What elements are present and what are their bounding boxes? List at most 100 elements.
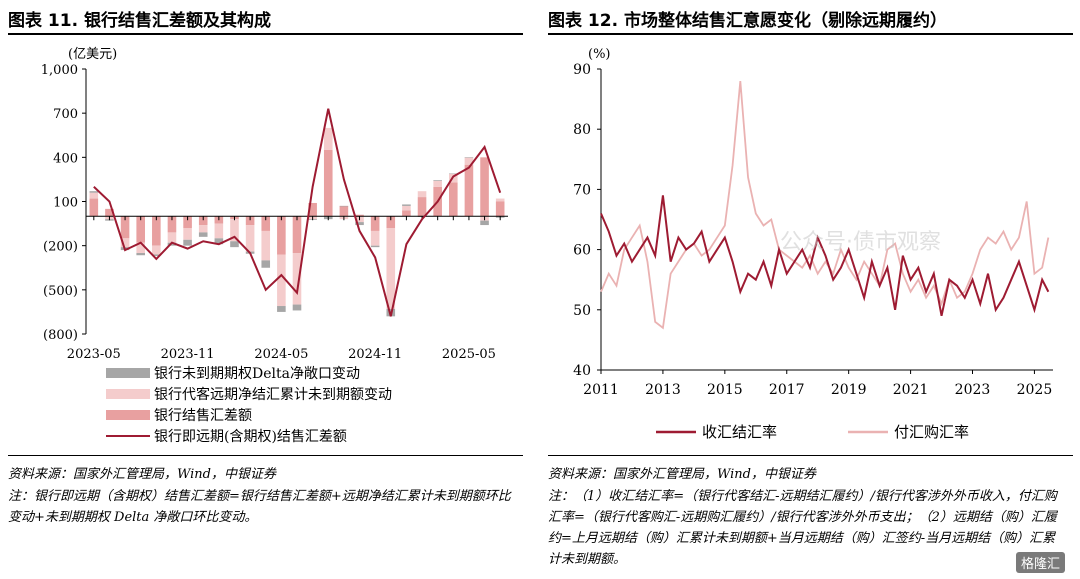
bar: [136, 242, 146, 254]
bar: [245, 216, 255, 226]
bar: [292, 253, 302, 305]
x-tick-label: 2013: [645, 382, 681, 398]
bar: [277, 306, 286, 312]
right-footer-rule: [548, 455, 1073, 456]
bar: [136, 253, 146, 256]
bar: [136, 216, 146, 243]
bar: [464, 157, 474, 165]
legend-swatch: [106, 389, 150, 399]
y-unit-label: (亿美元): [68, 47, 117, 62]
x-tick-label: 2025: [1017, 382, 1053, 398]
bar: [245, 225, 255, 252]
x-tick-label: 2021: [893, 382, 929, 398]
bar: [214, 238, 224, 245]
bar: [198, 216, 208, 226]
y-tick-label: 90: [573, 62, 591, 78]
y-unit-label: (%): [588, 47, 611, 62]
bar: [183, 228, 192, 240]
fx-willingness-chart: (%)90 80 70 60 50 40 2011 2013 2015 2017 2019 2021 2…: [573, 47, 1053, 441]
bar: [198, 232, 208, 237]
bar: [402, 204, 411, 206]
line-series: [600, 195, 1050, 317]
right-source: 资料来源：国家外汇管理局，Wind，中银证券: [548, 467, 816, 482]
left-chart-title: 图表 11. 银行结售汇差额及其构成: [8, 11, 271, 31]
x-tick-label: 2017: [769, 382, 805, 398]
bar: [292, 216, 302, 254]
bar: [355, 222, 364, 226]
bar: [323, 149, 333, 217]
y-tick-label: 50: [573, 303, 591, 319]
right-title-rule: [548, 33, 1073, 35]
bar: [277, 254, 286, 307]
bar: [386, 216, 396, 228]
right-chart-title: 图表 12. 市场整体结售汇意愿变化（剔除远期履约）: [548, 11, 947, 31]
bar: [339, 205, 349, 207]
bar: [277, 216, 286, 255]
bar: [261, 216, 271, 231]
legend-label: 银行结售汇差额: [154, 408, 252, 424]
bar: [339, 205, 349, 217]
legend-label: 付汇购汇率: [894, 423, 969, 441]
x-tick-label: 2023-05: [67, 347, 121, 362]
left-panel: 图表 11. 银行结售汇差额及其构成 (亿美元) 1,000 700 400 100 (2…: [8, 0, 523, 579]
bar: [198, 225, 208, 233]
bar: [89, 198, 99, 217]
bar: [433, 180, 442, 187]
x-tick-label: 2024-05: [254, 347, 308, 362]
bar: [261, 230, 271, 261]
bar: [152, 216, 161, 246]
x-tick-label: 2019: [831, 382, 867, 398]
right-panel: 图表 12. 市场整体结售汇意愿变化（剔除远期履约） (%) 90 80 70 60 50…: [548, 0, 1073, 579]
bar: [167, 232, 177, 243]
bar: [120, 238, 130, 248]
bar: [167, 242, 177, 246]
bar: [152, 254, 161, 256]
bar: [417, 191, 427, 198]
logo-badge: 格隆汇: [1016, 552, 1066, 573]
bar: [120, 216, 130, 239]
bar: [261, 260, 271, 268]
bar: [308, 202, 317, 217]
bar: [417, 197, 427, 217]
y-tick-label: (800): [43, 328, 78, 343]
legend-swatch: [106, 410, 150, 420]
line-series: [93, 108, 502, 317]
y-tick-label: 100: [53, 196, 78, 211]
bar: [323, 127, 333, 150]
bar: [370, 245, 380, 248]
bar: [448, 173, 458, 175]
bar: [89, 192, 99, 199]
bank-fx-balance-chart: (亿美元)1,000 700 400 100 (200) (500) (800) 2023-0…: [41, 47, 508, 445]
y-tick-label: 80: [573, 122, 591, 138]
x-tick-label: 2011: [583, 382, 619, 398]
bar: [464, 157, 474, 158]
y-tick-label: 40: [573, 363, 591, 379]
bar: [230, 219, 239, 242]
y-tick-label: (200): [43, 240, 78, 255]
y-tick-label: 70: [573, 182, 591, 198]
bar: [370, 230, 380, 246]
left-title-rule: [8, 33, 523, 35]
y-tick-label: (500): [43, 284, 78, 299]
x-tick-label: 2015: [707, 382, 743, 398]
y-tick-label: 1,000: [41, 63, 78, 78]
bar: [355, 214, 364, 217]
bar: [183, 239, 192, 246]
bar: [214, 223, 224, 239]
legend-label: 银行代客远期净结汇累计未到期额变动: [154, 386, 392, 403]
bar: [448, 182, 458, 217]
x-tick-label: 2025-05: [442, 347, 496, 362]
y-tick-label: 700: [53, 107, 78, 122]
bar: [480, 157, 489, 217]
y-tick-label: 400: [53, 151, 78, 166]
y-tick-label: 60: [573, 243, 591, 259]
bar: [152, 245, 161, 255]
left-source: 资料来源：国家外汇管理局，Wind，中银证券: [8, 467, 276, 482]
bar: [495, 198, 505, 202]
logo-text: 格隆汇: [1021, 557, 1061, 572]
bar: [433, 180, 442, 181]
legend-label: 收汇结汇率: [702, 423, 777, 441]
left-note: 注：银行即远期（含期权）结售汇差额=银行结售汇差额+远期净结汇累计未到期额环比变…: [8, 489, 511, 525]
left-footer-rule: [8, 455, 523, 456]
line-series: [600, 80, 1050, 330]
